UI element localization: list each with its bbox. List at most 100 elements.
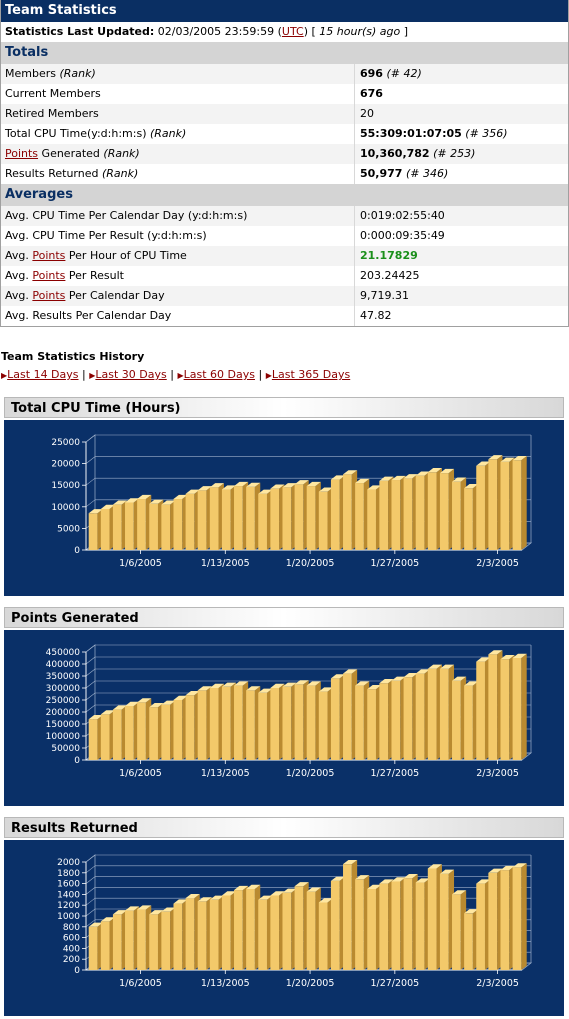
y-tick-label: 1000 xyxy=(57,912,80,922)
bar-front xyxy=(149,503,158,550)
bar-top xyxy=(100,917,115,922)
bar xyxy=(234,681,249,760)
bar xyxy=(488,650,503,760)
utc-link[interactable]: UTC xyxy=(281,25,304,38)
bar-top xyxy=(476,657,491,662)
points-link[interactable]: Points xyxy=(5,147,39,160)
bar-front xyxy=(464,685,473,760)
history-link[interactable]: Last 14 Days xyxy=(7,368,79,381)
bar xyxy=(185,893,200,970)
bar-top xyxy=(246,884,261,889)
bar-top xyxy=(294,480,309,485)
y-tick-label: 1200 xyxy=(57,901,80,911)
bars xyxy=(88,859,527,970)
bar xyxy=(149,703,164,760)
y-tick-label: 600 xyxy=(63,934,80,944)
bar-front xyxy=(173,903,183,970)
bar-top xyxy=(512,863,527,868)
bar-front xyxy=(476,465,485,550)
bar xyxy=(282,888,297,970)
bar-front xyxy=(439,473,449,550)
totals-row-label: Total CPU Time(y:d:h:m:s) (Rank) xyxy=(5,124,186,144)
history-link[interactable]: Last 365 Days xyxy=(271,368,351,381)
bar-top xyxy=(427,864,442,869)
bar-top xyxy=(294,882,309,887)
bar-top xyxy=(88,922,103,927)
y-tick-label: 200 xyxy=(63,955,80,965)
bar-top xyxy=(343,859,358,865)
chart-results: 0 200 400 600 800 1000 1200 1400 1600 1800 2000 1/6… xyxy=(4,840,564,1016)
bar-front xyxy=(476,883,485,970)
chart-points: 0 50000 100000 150000 200000 250000 300000 3500… xyxy=(4,630,564,806)
bar-top xyxy=(209,895,224,900)
bar xyxy=(330,674,346,760)
bar-front xyxy=(100,508,110,550)
bar xyxy=(88,509,103,550)
bar xyxy=(149,910,164,970)
bar xyxy=(464,484,479,550)
bar xyxy=(427,468,442,550)
y-tick-label: 0 xyxy=(74,756,80,766)
bar-front xyxy=(88,926,98,970)
bar-top xyxy=(452,477,467,482)
bar xyxy=(439,869,455,970)
arrow-right-icon: ▶ xyxy=(1,371,8,380)
averages-row-label: Avg. Points Per Hour of CPU Time xyxy=(5,246,187,266)
averages-table: Avg. CPU Time Per Calendar Day (y:d:h:m:… xyxy=(1,206,568,326)
bar-front xyxy=(306,486,316,550)
bar xyxy=(306,481,321,550)
bar xyxy=(125,906,140,970)
link-divider: | xyxy=(258,368,263,381)
bar xyxy=(100,504,115,550)
bar xyxy=(209,895,224,970)
bar xyxy=(88,715,103,760)
chart-cpu-svg: 0 5000 10000 15000 20000 25000 1/6/2005 1/13/20… xyxy=(51,434,533,569)
bar-front xyxy=(234,685,243,760)
bar-front xyxy=(270,688,280,760)
totals-row: Current Members 676 xyxy=(1,84,568,104)
bar xyxy=(343,470,358,550)
bar xyxy=(439,664,455,760)
bar-top xyxy=(125,906,140,911)
bar-top xyxy=(100,504,115,509)
bar-front xyxy=(258,493,267,550)
bar xyxy=(173,899,188,970)
y-tick-label: 0 xyxy=(74,966,80,976)
points-link[interactable]: Points xyxy=(32,269,66,282)
bar-front xyxy=(258,692,267,760)
label-prefix: Avg. xyxy=(5,269,33,282)
history-link[interactable]: Last 60 Days xyxy=(183,368,255,381)
y-tick-label: 250000 xyxy=(46,696,81,706)
y-tick-label: 10000 xyxy=(51,503,80,513)
bar-front xyxy=(294,484,304,550)
bar-top xyxy=(112,705,128,710)
bar-front xyxy=(221,686,231,760)
bar-front xyxy=(221,895,231,970)
bar-top xyxy=(476,879,491,884)
bar-top xyxy=(476,461,491,466)
bar-front xyxy=(125,910,134,970)
column-divider xyxy=(354,286,355,306)
bar xyxy=(379,879,394,970)
y-tick-label: 50000 xyxy=(51,744,80,754)
bar xyxy=(246,686,261,760)
history-link[interactable]: Last 30 Days xyxy=(95,368,167,381)
bar xyxy=(512,653,527,760)
bar-front xyxy=(427,472,437,550)
bar xyxy=(427,864,442,970)
chart-points-svg: 0 50000 100000 150000 200000 250000 300000 3500… xyxy=(46,644,533,779)
points-link[interactable]: Points xyxy=(32,289,66,302)
rank-label: (Rank) xyxy=(101,167,139,180)
points-link[interactable]: Points xyxy=(32,249,66,262)
y-tick-label: 400 xyxy=(63,944,80,954)
bar-front xyxy=(318,691,328,760)
bar-top xyxy=(88,715,103,720)
column-divider xyxy=(354,266,355,286)
totals-row-value: 50,977 (# 346) xyxy=(360,164,448,184)
bar xyxy=(149,499,164,550)
bar-top xyxy=(221,891,237,896)
bar xyxy=(318,487,333,550)
bar-top xyxy=(488,868,503,873)
averages-row: Avg. Points Per Result 203.24425 xyxy=(1,266,568,286)
averages-row-value: 0:019:02:55:40 xyxy=(360,209,445,222)
